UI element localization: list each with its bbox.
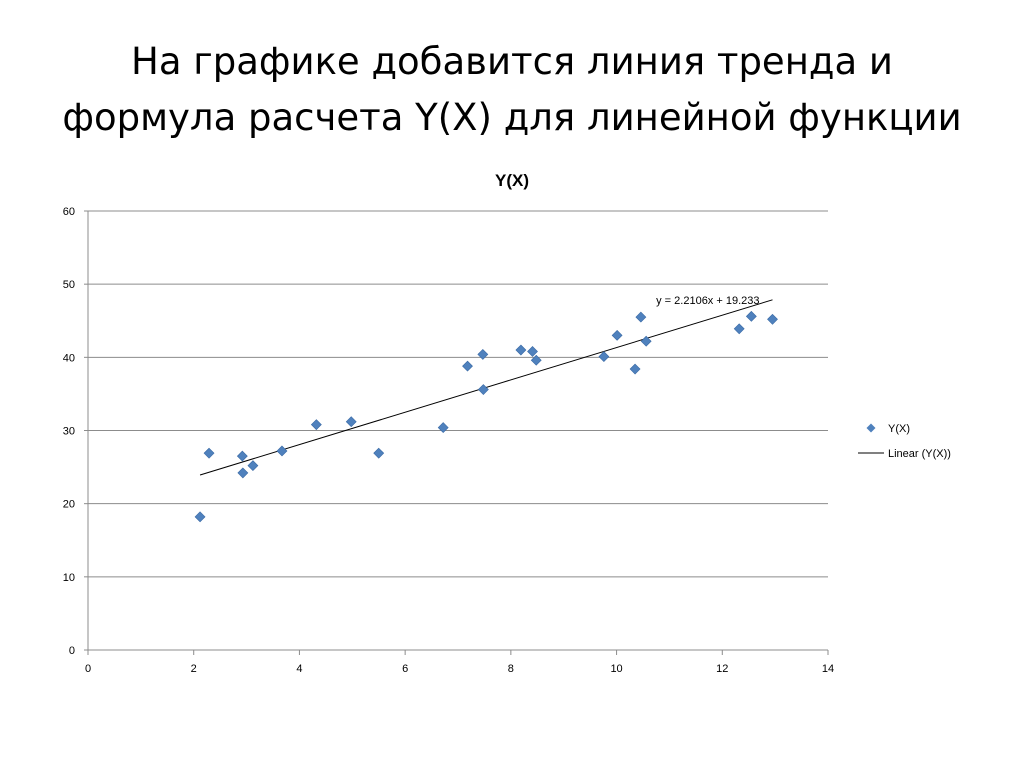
x-tick-label: 10 — [610, 663, 622, 675]
data-point — [345, 416, 357, 428]
trendline-equation: y = 2.2106x + 19.233 — [656, 295, 759, 307]
data-point — [203, 447, 215, 459]
x-tick-label: 12 — [716, 663, 728, 675]
data-point — [611, 329, 623, 341]
data-point — [373, 447, 385, 459]
x-tick-label: 14 — [822, 663, 834, 675]
y-tick-label: 60 — [63, 206, 75, 218]
x-tick-label: 6 — [402, 663, 408, 675]
data-point — [635, 311, 647, 323]
x-tick-label: 8 — [508, 663, 514, 675]
y-tick-label: 40 — [63, 352, 75, 364]
data-point — [530, 354, 542, 366]
data-point — [629, 363, 641, 375]
data-points — [194, 310, 778, 523]
data-point — [236, 450, 248, 462]
data-point — [247, 460, 259, 472]
y-tick-label: 20 — [63, 499, 75, 511]
gridlines — [88, 210, 828, 578]
x-tick-label: 4 — [296, 663, 302, 675]
data-point — [598, 351, 610, 363]
data-point — [477, 384, 489, 395]
data-point — [733, 323, 745, 335]
data-point — [310, 419, 322, 431]
data-point — [462, 360, 473, 372]
x-tick-label: 0 — [85, 663, 91, 675]
y-tick-label: 30 — [63, 426, 75, 438]
data-point — [527, 346, 538, 357]
data-point — [767, 313, 778, 325]
slide-title: На графике добавится линия тренда и форм… — [0, 34, 1024, 146]
legend: Y(X) Linear (Y(X)) — [858, 423, 951, 460]
data-point — [194, 511, 206, 523]
x-tick-label: 2 — [191, 663, 197, 675]
legend-series-label: Y(X) — [888, 423, 910, 435]
axes — [84, 210, 829, 655]
data-point — [237, 467, 249, 479]
legend-trendline-label: Linear (Y(X)) — [888, 448, 951, 460]
data-point — [640, 335, 652, 347]
y-tick-label: 0 — [69, 645, 75, 657]
slide-title-line-1: На графике добавится линия тренда и — [131, 40, 893, 83]
x-tick-labels: 0 2 4 6 8 10 12 14 — [85, 663, 834, 675]
y-tick-label: 50 — [63, 279, 75, 291]
legend-marker-icon — [866, 423, 876, 433]
y-tick-labels: 0 10 20 30 40 50 60 — [63, 206, 75, 657]
data-point — [437, 422, 449, 433]
chart-title: Y(X) — [495, 171, 529, 190]
y-tick-label: 10 — [63, 572, 75, 584]
data-point — [745, 310, 757, 322]
data-point — [515, 344, 527, 356]
slide-title-line-2: формула расчета Y(X) для линейной функци… — [62, 96, 962, 139]
data-point — [276, 445, 288, 457]
data-point — [477, 348, 489, 360]
